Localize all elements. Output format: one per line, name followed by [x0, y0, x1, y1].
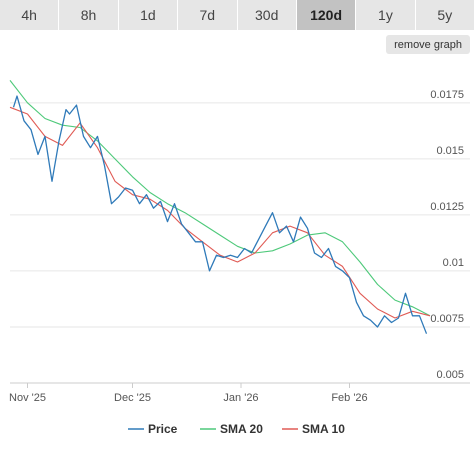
legend-item[interactable]: SMA 20	[220, 422, 263, 436]
tab-1y[interactable]: 1y	[356, 0, 416, 30]
tab-7d[interactable]: 7d	[178, 0, 238, 30]
series-line-price	[12, 95, 428, 334]
chart-legend: Price SMA 20 SMA 10	[128, 422, 345, 436]
x-tick-label: Nov '25	[9, 392, 46, 404]
y-tick-label: 0.005	[436, 369, 464, 381]
x-tick-label: Dec '25	[114, 392, 151, 404]
tab-30d[interactable]: 30d	[237, 0, 297, 30]
y-tick-label: 0.01	[443, 257, 464, 269]
tab-8h[interactable]: 8h	[59, 0, 119, 30]
series-line-sma-20	[9, 80, 431, 317]
tab-5y[interactable]: 5y	[415, 0, 474, 30]
legend-item[interactable]: SMA 10	[302, 422, 345, 436]
y-tick-label: 0.0175	[430, 89, 464, 101]
tab-4h[interactable]: 4h	[0, 0, 60, 30]
series-line-sma-10	[9, 106, 431, 319]
legend-item[interactable]: Price	[148, 422, 178, 436]
x-tick-label: Jan '26	[223, 392, 258, 404]
tab-1d[interactable]: 1d	[118, 0, 179, 30]
x-tick-label: Feb '26	[331, 392, 367, 404]
remove-graph-button[interactable]: remove graph	[386, 35, 470, 54]
y-tick-label: 0.0125	[430, 201, 464, 213]
tab-120d[interactable]: 120d	[296, 0, 357, 30]
timeframe-tabs: 4h 8h 1d 7d 30d 120d 1y 5y	[0, 0, 474, 30]
y-tick-label: 0.015	[436, 145, 464, 157]
y-tick-label: 0.0075	[430, 313, 464, 325]
